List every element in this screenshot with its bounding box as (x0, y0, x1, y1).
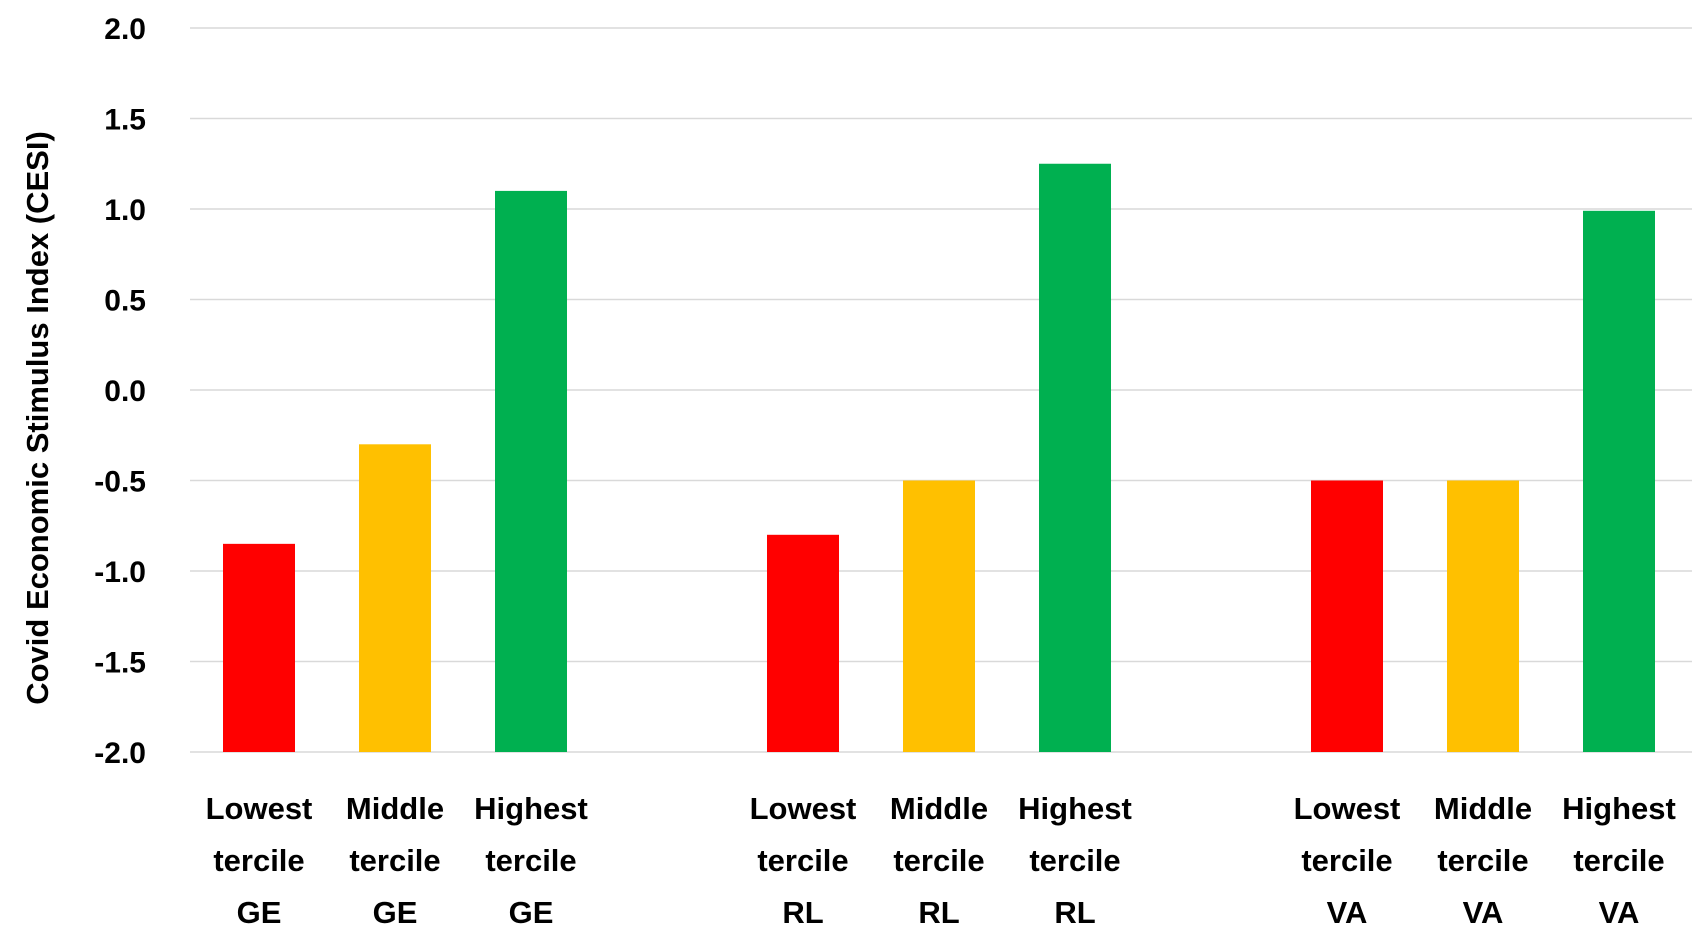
y-tick-label: -1.0 (94, 556, 146, 589)
x-category-label-line: Highest (1018, 791, 1132, 826)
y-tick-label: 0.5 (104, 285, 146, 318)
x-category-label-line: tercile (1029, 843, 1120, 878)
bar-middle-rl (903, 480, 975, 752)
bar-middle-ge (359, 444, 431, 752)
x-category-label: Lowest tercile RL (750, 791, 857, 926)
x-category-label-line: RL (782, 895, 823, 926)
y-tick-label: -0.5 (94, 466, 146, 499)
x-category-label-line: Middle (1434, 791, 1532, 826)
x-category-label: Highest tercile GE (474, 791, 588, 926)
y-axis-title: Covid Economic Stimulus Index (CESI) (20, 131, 55, 705)
x-category-label-line: Middle (346, 791, 444, 826)
bar-highest-ge (495, 190, 567, 752)
x-category-label-line: Middle (890, 791, 988, 826)
x-category-label-line: Lowest (1294, 791, 1401, 826)
x-category-label-line: tercile (1301, 843, 1392, 878)
x-category-label: Lowest tercile VA (1294, 791, 1401, 926)
x-category-label-line: GE (509, 895, 554, 926)
x-category-label: Highest tercile RL (1018, 791, 1132, 926)
x-category-label-line: GE (237, 895, 282, 926)
bar-highest-va (1583, 210, 1655, 752)
x-category-label-line: Highest (474, 791, 588, 826)
x-category-label-line: Lowest (206, 791, 313, 826)
x-category-label: Middle tercile VA (1434, 791, 1532, 926)
x-category-label-line: RL (918, 895, 959, 926)
x-category-label-line: VA (1327, 895, 1368, 926)
y-axis-ticks: 2.0 1.5 1.0 0.5 0.0 -0.5 -1.0 -1.5 -2.0 (94, 13, 146, 770)
x-category-label-line: VA (1599, 895, 1640, 926)
x-category-label-line: RL (1054, 895, 1095, 926)
x-category-label-line: VA (1463, 895, 1504, 926)
x-category-label-line: tercile (485, 843, 576, 878)
x-category-label-line: Lowest (750, 791, 857, 826)
bar-lowest-ge (223, 543, 295, 752)
y-tick-label: 1.0 (104, 194, 146, 227)
bar-lowest-va (1311, 480, 1383, 752)
x-category-label-line: tercile (213, 843, 304, 878)
bar-lowest-rl (767, 534, 839, 752)
x-category-label: Lowest tercile GE (206, 791, 313, 926)
x-category-label: Middle tercile RL (890, 791, 988, 926)
x-category-label: Highest tercile VA (1562, 791, 1676, 926)
x-category-label-line: GE (373, 895, 418, 926)
x-category-label: Middle tercile GE (346, 791, 444, 926)
y-tick-label: 0.0 (104, 375, 146, 408)
x-category-label-line: tercile (1437, 843, 1528, 878)
x-axis-labels: Lowest tercile GE Middle tercile GE Highest ter… (206, 791, 1676, 926)
y-tick-label: -1.5 (94, 647, 146, 680)
x-category-label-line: tercile (893, 843, 984, 878)
bars (223, 163, 1655, 752)
y-tick-label: 1.5 (104, 104, 146, 137)
x-category-label-line: tercile (757, 843, 848, 878)
y-tick-label: -2.0 (94, 737, 146, 770)
bar-middle-va (1447, 480, 1519, 752)
y-tick-label: 2.0 (104, 13, 146, 46)
x-category-label-line: tercile (1573, 843, 1664, 878)
bar-highest-rl (1039, 163, 1111, 752)
x-category-label-line: Highest (1562, 791, 1676, 826)
x-category-label-line: tercile (349, 843, 440, 878)
